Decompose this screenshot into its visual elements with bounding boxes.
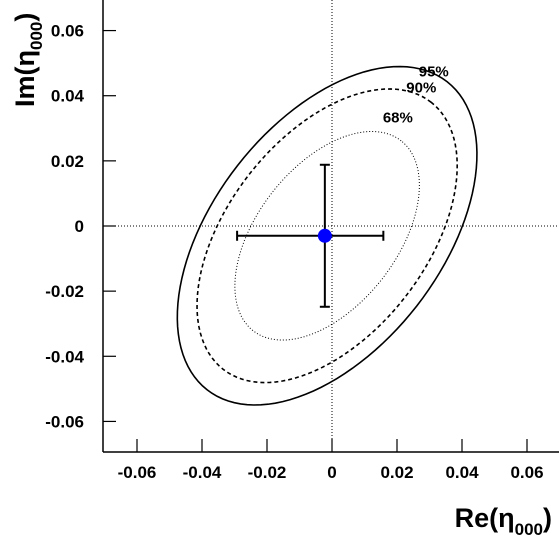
data-point	[317, 228, 332, 243]
y-tick-label: -0.04	[45, 347, 84, 366]
confidence-ellipse	[176, 65, 478, 406]
x-label-sub: 000	[515, 520, 543, 539]
x-tick-label: 0.06	[510, 463, 543, 482]
x-tick-label: 0	[327, 463, 336, 482]
y-tick-label: 0	[75, 217, 84, 236]
ellipse-label: 95%	[419, 64, 449, 81]
y-tick-label: 0.06	[51, 22, 84, 41]
y-tick-label: -0.06	[45, 412, 84, 431]
x-tick-label: -0.02	[248, 463, 287, 482]
y-tick-label: 0.02	[51, 152, 84, 171]
ellipse-label: 68%	[383, 110, 413, 127]
y-label-sub: 000	[27, 22, 46, 50]
y-label-close: )	[10, 13, 40, 22]
confidence-ellipse	[234, 130, 420, 341]
y-axis-label: Im(η000)	[10, 13, 46, 107]
x-tick-label: -0.04	[183, 463, 222, 482]
x-tick-label: -0.06	[118, 463, 157, 482]
confidence-ellipse	[196, 88, 459, 384]
x-tick-label: 0.04	[445, 463, 479, 482]
ellipse-label: 90%	[406, 80, 436, 97]
x-axis-label: Re(η000)	[455, 503, 552, 539]
x-label-close: )	[543, 503, 552, 533]
y-tick-label: -0.02	[45, 282, 84, 301]
x-tick-label: 0.02	[380, 463, 413, 482]
y-label-main: Im(η	[10, 50, 40, 107]
x-label-main: Re(η	[455, 503, 515, 533]
y-tick-label: 0.04	[51, 87, 85, 106]
